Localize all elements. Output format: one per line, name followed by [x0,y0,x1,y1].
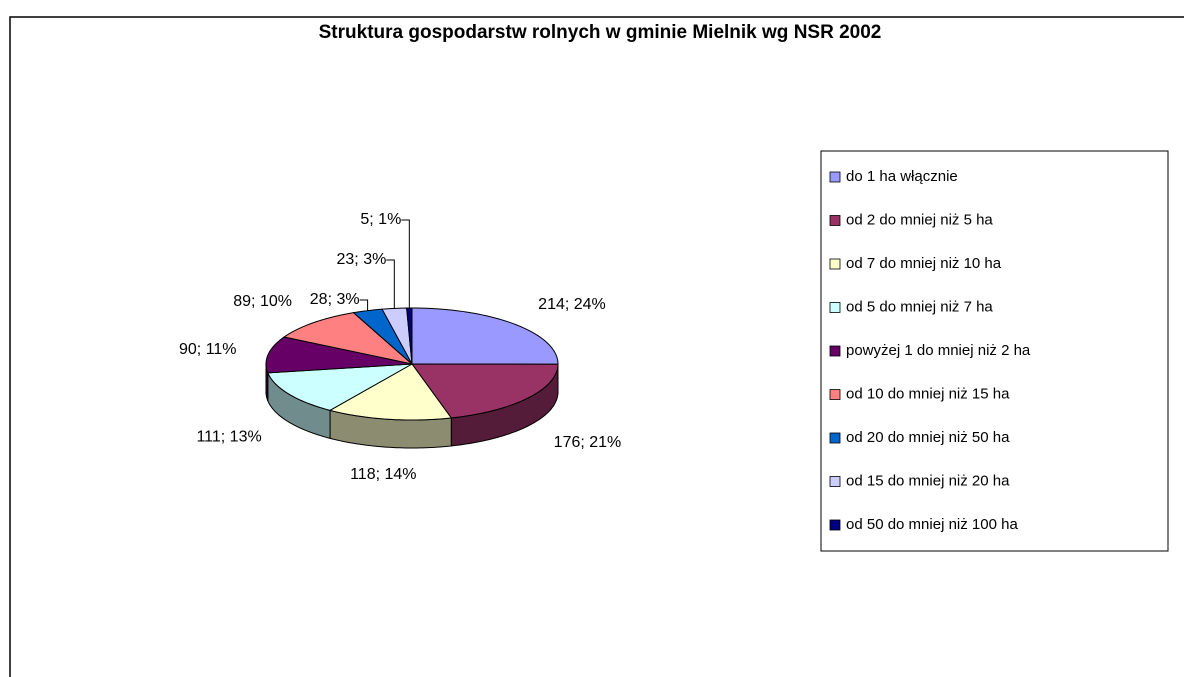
legend-swatch [829,215,841,226]
legend-label: od 10 do mniej niż 15 ha [846,385,1010,402]
legend-swatch [829,171,841,183]
legend-label: powyżej 1 do mniej niż 2 ha [846,342,1031,359]
leader-line [401,219,410,309]
slice [381,307,413,365]
legend-swatch [829,432,841,444]
legend-label: od 20 do mniej niż 50 ha [846,429,1010,446]
slice [352,308,413,365]
chart-title: Struktura gospodarstw rolnych w gminie M… [319,22,882,43]
legend-label: od 7 do mniej niż 10 ha [846,255,1002,272]
data-label: 176; 21% [554,434,622,451]
legend-label: od 5 do mniej niż 7 ha [846,298,993,315]
legend-swatch [829,258,841,270]
data-label: 111; 13% [196,428,261,445]
legend-label: od 15 do mniej niż 20 ha [846,472,1010,489]
leader-line [359,299,369,311]
data-label: 89; 10% [233,293,292,310]
legend-swatch [829,345,841,357]
legend-swatch [829,519,841,531]
legend-swatch [829,476,841,487]
slice [411,363,559,419]
legend-swatch [829,389,841,400]
legend-box [820,150,1169,552]
slice [267,363,413,411]
data-label: 214; 24% [538,296,606,313]
data-label: 5; 1% [360,211,401,228]
slice [265,336,413,374]
slice [411,307,559,365]
data-label: 90; 11% [179,341,237,358]
legend-label: od 50 do mniej niż 100 ha [846,516,1018,533]
leader-line [386,259,395,309]
slice [282,312,414,365]
data-label: 23; 3% [337,251,387,268]
legend-swatch [829,302,841,313]
legend-label: od 2 do mniej niż 5 ha [846,211,993,228]
data-label: 118; 14% [350,466,416,483]
slice [328,363,453,421]
legend-label: do 1 ha włącznie [846,168,958,185]
data-label: 28; 3% [310,291,360,308]
